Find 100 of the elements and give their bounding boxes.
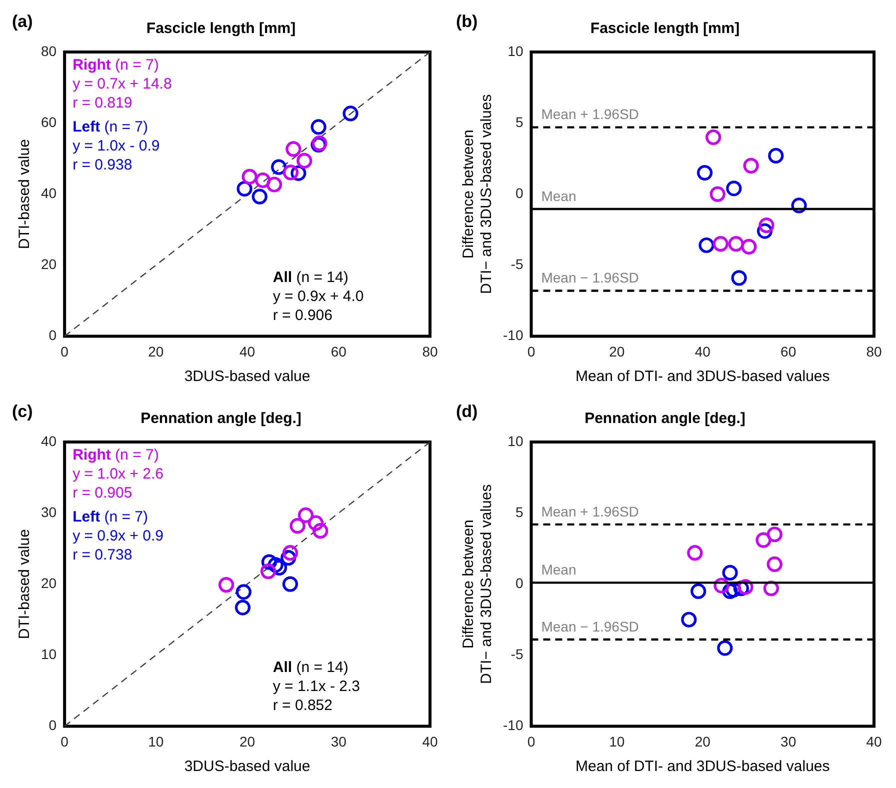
y-axis-title: Difference between DTI− and 3DUS-based values	[460, 94, 496, 294]
y-tick-label: -5	[510, 646, 524, 662]
x-tick-label: 20	[148, 343, 164, 360]
y-tick-label: 0	[48, 327, 57, 344]
point	[312, 523, 328, 539]
y-tick-label: 40	[40, 184, 57, 201]
x-tick-label: 40	[866, 733, 882, 750]
chart-title: Fascicle length [mm]	[146, 20, 296, 38]
point	[282, 545, 298, 561]
annotation: Left (n = 7)	[72, 118, 148, 136]
annotation: y = 0.7x + 14.8	[72, 76, 172, 93]
y-tick-label: 40	[40, 432, 57, 449]
y-tick-label: 10	[508, 432, 524, 449]
chart-title: Pennation angle [deg.]	[140, 410, 302, 428]
x-tick-label: 0	[527, 343, 536, 360]
x-tick-label: 0	[527, 733, 536, 750]
x-axis-title: Mean of DTI- and 3DUS-based values	[575, 368, 830, 386]
y-axis-title: DTI-based value	[16, 139, 34, 250]
chart-subtitle: (c)	[12, 402, 33, 422]
point	[766, 556, 782, 572]
annotation: r = 0.906	[272, 306, 333, 324]
annotation: All (n = 14)	[272, 658, 348, 676]
chart-title: Pennation angle [deg.]	[584, 410, 746, 428]
point	[698, 237, 714, 254]
point	[218, 577, 234, 593]
point	[234, 600, 251, 616]
y-tick-label: 5	[515, 114, 524, 130]
annotation: y = 0.9x + 0.9	[72, 528, 164, 545]
chart-subtitle: (b)	[456, 12, 478, 32]
point	[768, 148, 784, 164]
point	[681, 612, 697, 628]
point	[756, 532, 772, 548]
point	[717, 640, 733, 656]
y-tick-label: -5	[510, 256, 524, 272]
y-tick-label: 0	[515, 184, 524, 201]
x-tick-label: 20	[609, 343, 625, 360]
point	[690, 583, 706, 600]
annotation: y = 0.9x + 4.0	[272, 288, 364, 305]
y-tick-label: 80	[40, 42, 57, 59]
point	[687, 545, 703, 561]
x-tick-label: 80	[422, 343, 438, 360]
y-axis-title: Difference between DTI− and 3DUS-based values	[460, 484, 496, 684]
point	[743, 158, 759, 174]
y-tick-label: 5	[515, 504, 524, 520]
point	[260, 564, 276, 580]
point	[728, 236, 744, 252]
point	[722, 564, 738, 581]
y-tick-label: 10	[508, 42, 524, 59]
point	[286, 141, 302, 157]
point	[726, 180, 742, 196]
chart-subtitle: (d)	[456, 402, 478, 422]
point	[766, 526, 782, 542]
point	[696, 164, 713, 181]
x-tick-label: 20	[239, 733, 256, 750]
x-tick-label: 40	[239, 343, 256, 360]
x-tick-label: 0	[60, 733, 69, 750]
point	[310, 119, 326, 135]
y-tick-label: -10	[503, 717, 524, 734]
point	[712, 236, 728, 252]
chart-title: Fascicle length [mm]	[590, 20, 740, 38]
ref-line-label: Mean − 1.96SD	[541, 618, 639, 634]
point	[296, 152, 312, 169]
point	[290, 518, 306, 534]
point	[252, 188, 268, 204]
ref-line-label: Mean	[541, 562, 576, 578]
y-tick-label: 60	[40, 114, 57, 130]
x-tick-label: 60	[330, 343, 347, 360]
annotation: Left (n = 7)	[72, 508, 148, 526]
annotation: y = 1.0x - 0.9	[72, 138, 160, 155]
annotation: y = 1.1x - 2.3	[272, 678, 360, 695]
point	[741, 238, 757, 254]
y-axis-title: DTI-based value	[16, 529, 34, 640]
point	[706, 129, 722, 146]
x-tick-label: 10	[148, 733, 164, 750]
x-tick-label: 0	[60, 343, 69, 360]
point	[710, 186, 726, 202]
x-axis-title: 3DUS-based value	[184, 758, 310, 776]
y-tick-label: 0	[48, 717, 57, 734]
x-axis-title: Mean of DTI- and 3DUS-based values	[575, 758, 830, 776]
point	[236, 584, 252, 600]
point	[308, 515, 324, 531]
y-tick-label: 20	[40, 256, 57, 272]
x-tick-label: 10	[609, 733, 625, 750]
point	[298, 507, 314, 523]
x-axis-title: 3DUS-based value	[184, 368, 310, 386]
point	[758, 218, 774, 234]
point	[282, 576, 298, 592]
x-tick-label: 30	[330, 733, 347, 750]
y-tick-label: -10	[503, 327, 524, 344]
annotation: r = 0.905	[72, 484, 132, 502]
annotation: r = 0.738	[72, 546, 132, 564]
annotation: r = 0.819	[72, 94, 132, 112]
point	[242, 168, 258, 184]
y-tick-label: 10	[40, 646, 57, 662]
ref-line-label: Mean + 1.96SD	[541, 106, 639, 122]
annotation: Right (n = 7)	[72, 56, 159, 74]
annotation: Right (n = 7)	[72, 446, 159, 464]
y-tick-label: 0	[515, 574, 524, 591]
point	[255, 172, 271, 188]
annotation: r = 0.938	[72, 156, 132, 174]
